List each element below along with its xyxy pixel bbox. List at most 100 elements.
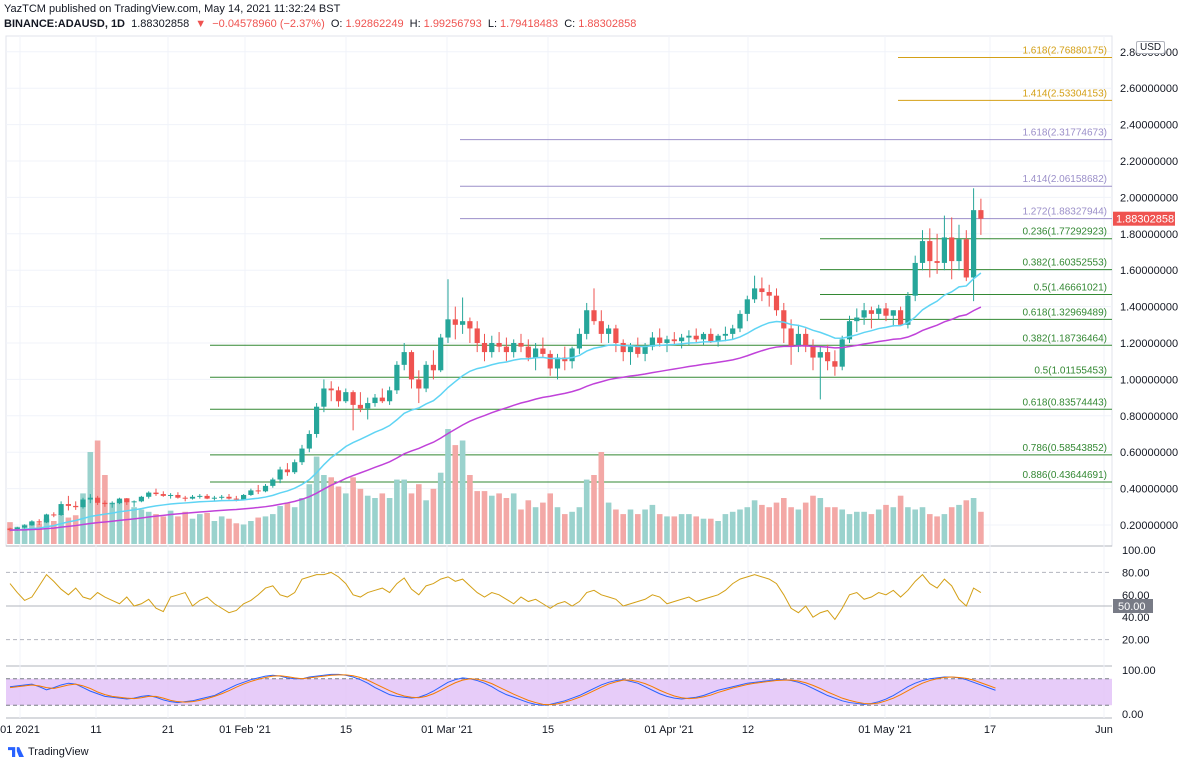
x-tick-label: 15 (340, 724, 352, 736)
volume-bar (394, 479, 400, 544)
volume-bar (145, 511, 152, 544)
stoch-tick-label: 0.00 (1122, 709, 1143, 721)
candle-body (277, 469, 283, 480)
fib-label: 0.382(1.60352553) (1022, 258, 1107, 269)
volume-bar (583, 479, 590, 544)
currency-button[interactable]: USD (1136, 41, 1166, 54)
volume-bar (802, 502, 809, 544)
candle-body (22, 525, 28, 528)
candle-body (635, 346, 641, 354)
volume-bar (218, 516, 225, 544)
volume-bar (883, 504, 889, 544)
volume-bar (277, 506, 283, 544)
volume-bar (722, 514, 729, 544)
volume-bar (810, 495, 816, 544)
candle-body (978, 210, 984, 219)
volume-bar (875, 509, 882, 544)
volume-bar (29, 522, 35, 544)
volume-bar (795, 509, 802, 544)
candle-body (693, 335, 699, 340)
tradingview-logo-icon (8, 747, 24, 758)
y-tick-label: 2.60000000 (1120, 83, 1178, 95)
fib-label: 0.618(1.32969489) (1022, 307, 1107, 318)
volume-bar (766, 507, 772, 544)
candle-body (627, 346, 634, 353)
volume-bar (635, 514, 641, 544)
y-tick-label: 0.80000000 (1120, 411, 1178, 423)
volume-bar (978, 511, 984, 544)
candle-body (387, 390, 393, 402)
volume-bar (94, 440, 101, 544)
candle-body (883, 308, 889, 316)
ema-slow-line (9, 306, 982, 531)
x-tick-label: 01 Mar '21 (421, 724, 473, 736)
stoch-k-line (9, 673, 996, 706)
candle-body (335, 390, 342, 402)
candle-body (270, 479, 276, 486)
volume-bar (934, 516, 940, 544)
brand-name: TradingView (28, 746, 89, 758)
candle-body (547, 353, 553, 369)
candle-body (80, 499, 86, 508)
candle-body (700, 333, 707, 340)
volume-bar (467, 475, 473, 544)
candle-body (394, 364, 400, 391)
candle-body (36, 521, 42, 523)
x-tick-label: 12 (742, 724, 754, 736)
down-arrow-icon: ▼ (195, 18, 207, 30)
candle-body (467, 321, 473, 329)
candle-body (759, 288, 765, 293)
candle-body (730, 328, 736, 334)
candle-body (460, 321, 466, 325)
volume-bar (65, 517, 72, 544)
candle-body (664, 339, 670, 343)
y-tick-label: 2.00000000 (1120, 192, 1178, 204)
volume-bar (532, 507, 539, 544)
chart-header: YazTCM published on TradingView.com, May… (4, 2, 639, 32)
candle-body (722, 333, 728, 336)
volume-bar (576, 507, 583, 544)
volume-bar (284, 502, 291, 544)
candle-body (452, 319, 458, 325)
volume-bar (963, 500, 970, 544)
volume-bar (109, 502, 115, 544)
candle-body (927, 241, 933, 262)
footer: TradingView (8, 746, 89, 758)
candle-body (416, 379, 422, 389)
candle-body (912, 262, 918, 296)
candle-body (963, 239, 969, 278)
candle-body (445, 319, 451, 338)
fib-label: 1.618(2.76880175) (1022, 45, 1107, 56)
volume-bar (197, 514, 203, 544)
volume-bar (649, 504, 656, 544)
x-tick-label: 21 (162, 724, 174, 736)
stoch-rsi-pane: 0.00 100.00 (6, 665, 1156, 721)
candle-body (715, 335, 721, 342)
candle-body (905, 295, 911, 325)
x-tick-label: Jun (1095, 724, 1113, 736)
volume-bar (912, 509, 918, 544)
volume-bar (51, 521, 57, 544)
candle-body (890, 310, 896, 316)
candle-body (518, 343, 524, 347)
volume-bar (291, 507, 298, 544)
volume-bar (401, 479, 407, 544)
candle-body (146, 492, 152, 497)
volume-bar (372, 498, 378, 544)
fib-label: 1.272(1.88327944) (1022, 207, 1107, 218)
candle-body (189, 496, 196, 499)
candle-body (613, 328, 619, 343)
volume-bar (817, 498, 824, 544)
volume-bar (379, 493, 386, 544)
rsi-tick-label: 100.00 (1122, 545, 1156, 557)
close-value: 1.88302858 (578, 18, 637, 30)
fib-label: 0.786(0.58543852) (1022, 443, 1107, 454)
candle-body (825, 352, 831, 362)
candle-body (817, 352, 823, 358)
volume-bar (613, 509, 619, 544)
candle-body (956, 239, 962, 262)
volume-bar (226, 518, 232, 544)
candle-body (204, 495, 210, 499)
candle-body (876, 308, 882, 314)
candle-body (262, 485, 269, 492)
